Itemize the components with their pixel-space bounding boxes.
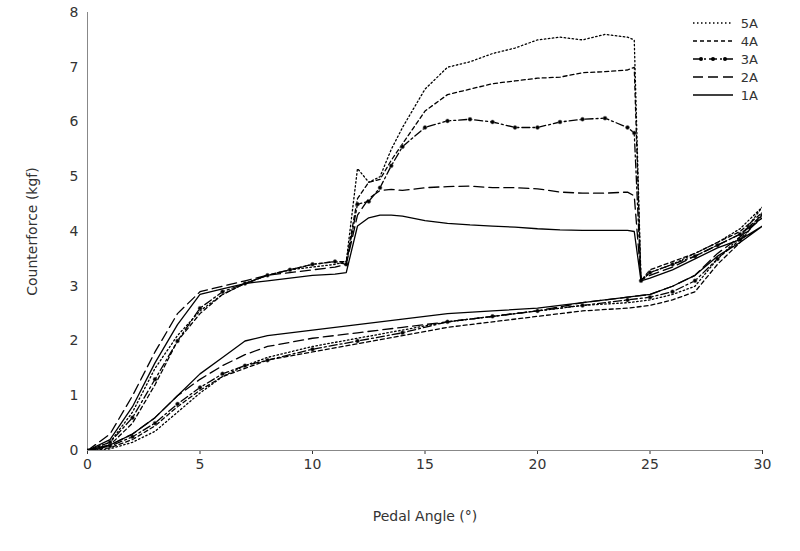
svg-text:1: 1: [70, 387, 79, 403]
svg-text:2: 2: [70, 332, 79, 348]
svg-text:0: 0: [70, 442, 79, 458]
html-text:4A: 4A: [740, 33, 758, 49]
svg-text:15: 15: [416, 456, 434, 472]
svg-text:20: 20: [529, 456, 547, 472]
svg-text:30: 30: [754, 456, 772, 472]
svg-text:Pedal Angle (°): Pedal Angle (°): [373, 508, 478, 524]
html-text:1A: 1A: [740, 87, 758, 103]
html-text:3A: 3A: [740, 51, 758, 67]
html-text:2A: 2A: [740, 69, 758, 85]
svg-text:5: 5: [196, 456, 205, 472]
svg-text:4: 4: [70, 223, 79, 239]
svg-text:3: 3: [70, 278, 79, 294]
svg-text:5: 5: [70, 168, 79, 184]
svg-text:25: 25: [641, 456, 659, 472]
svg-text:Counterforce (kgf): Counterforce (kgf): [24, 167, 40, 296]
svg-text:7: 7: [70, 59, 79, 75]
svg-text:0: 0: [83, 456, 92, 472]
svg-text:6: 6: [70, 113, 79, 129]
svg-text:8: 8: [70, 4, 79, 20]
html-text:5A: 5A: [740, 15, 758, 31]
svg-text:10: 10: [304, 456, 322, 472]
